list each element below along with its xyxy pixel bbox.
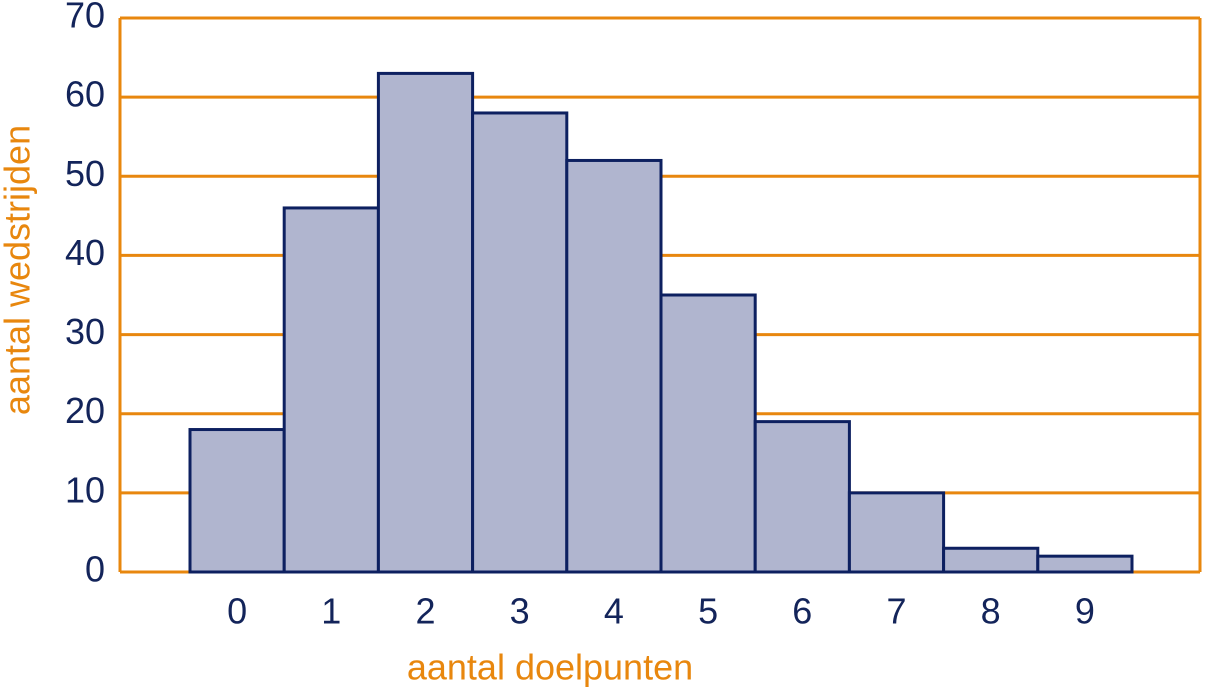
- y-tick-label: 0: [85, 549, 105, 590]
- y-tick-label: 60: [65, 74, 105, 115]
- bar: [282, 206, 380, 574]
- bar: [942, 546, 1040, 574]
- bar: [1036, 554, 1134, 574]
- x-axis-title: aantal doelpunten: [407, 647, 693, 688]
- y-axis-title: aantal wedstrijden: [0, 125, 38, 415]
- x-tick-label: 4: [604, 591, 624, 632]
- x-tick-label: 2: [415, 591, 435, 632]
- bar: [659, 293, 757, 574]
- x-tick-label: 6: [792, 591, 812, 632]
- x-tick-label: 9: [1075, 591, 1095, 632]
- x-tick-label: 5: [698, 591, 718, 632]
- bar: [376, 71, 475, 574]
- bar: [471, 111, 569, 574]
- y-tick-label: 20: [65, 390, 105, 431]
- y-tick-label: 10: [65, 469, 105, 510]
- y-tick-label: 50: [65, 153, 105, 194]
- x-tick-label: 3: [510, 591, 530, 632]
- x-tick-label: 0: [227, 591, 247, 632]
- y-tick-label: 70: [65, 0, 105, 36]
- bar: [847, 491, 946, 574]
- x-tick-label: 1: [321, 591, 341, 632]
- y-tick-label: 30: [65, 311, 105, 352]
- x-tick-label: 8: [981, 591, 1001, 632]
- bar: [188, 428, 286, 574]
- bar: [753, 420, 851, 574]
- x-tick-label: 7: [886, 591, 906, 632]
- bar: [565, 158, 663, 574]
- y-tick-label: 40: [65, 232, 105, 273]
